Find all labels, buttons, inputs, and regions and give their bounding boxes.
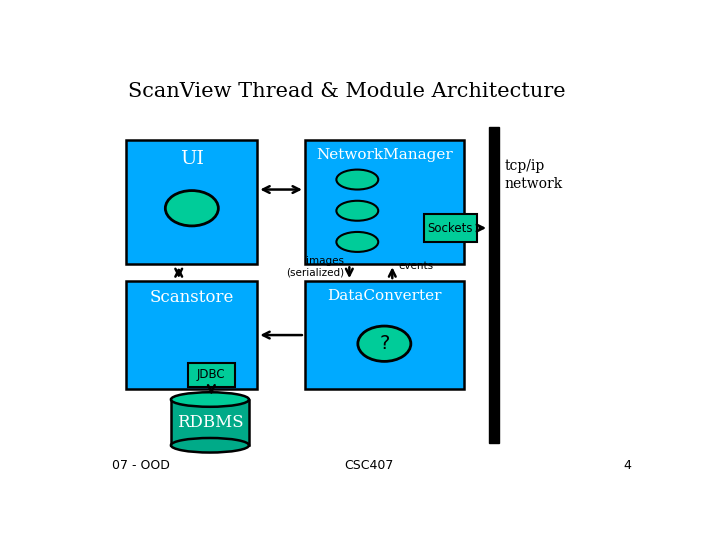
Text: Scanstore: Scanstore [150,289,234,306]
Text: UI: UI [180,150,204,168]
Bar [126,281,258,389]
Text: events: events [398,261,433,272]
Text: 4: 4 [624,460,631,472]
Text: ScanView Thread & Module Architecture: ScanView Thread & Module Architecture [128,82,565,102]
Bar [188,363,235,387]
Ellipse shape [336,170,378,190]
Text: CSC407: CSC407 [344,460,394,472]
Text: Sockets: Sockets [428,221,473,234]
Text: images
(serialized): images (serialized) [286,255,343,277]
Ellipse shape [336,201,378,221]
Text: ?: ? [379,334,390,353]
Ellipse shape [358,326,411,361]
Text: 07 - OOD: 07 - OOD [112,460,170,472]
Bar [305,140,464,265]
Text: NetworkManager: NetworkManager [316,148,453,162]
Ellipse shape [166,191,218,226]
Text: tcp/ip
network: tcp/ip network [505,159,563,191]
Bar [126,140,258,265]
Ellipse shape [171,392,249,407]
Text: JDBC: JDBC [197,368,225,381]
Text: RDBMS: RDBMS [176,414,243,431]
Bar [423,214,477,241]
Bar [305,281,464,389]
Ellipse shape [171,438,249,453]
Bar [171,400,249,446]
Text: DataConverter: DataConverter [327,289,441,303]
Bar [489,127,499,443]
Ellipse shape [336,232,378,252]
